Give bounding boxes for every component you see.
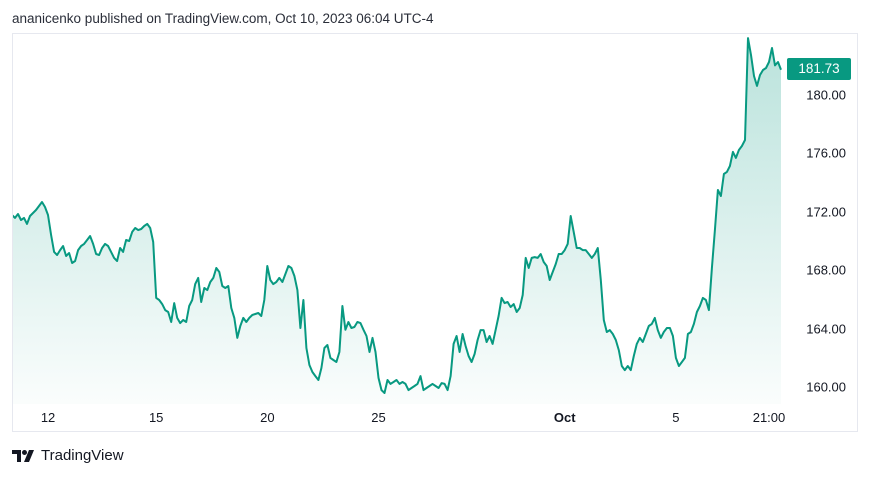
chart-frame (12, 33, 858, 432)
price-line (13, 37, 782, 394)
last-price-label: 181.73 (787, 58, 851, 80)
y-tick-label: 160.00 (806, 379, 846, 395)
y-tick-label: 176.00 (806, 145, 846, 161)
attribution-text: ananicenko published on TradingView.com,… (12, 11, 434, 26)
x-tick-label: 12 (40, 410, 56, 425)
x-tick-label: 25 (371, 410, 386, 425)
x-tick-label: 15 (148, 410, 164, 425)
y-tick-label: 172.00 (806, 204, 846, 220)
tradingview-logo[interactable]: TradingView (12, 447, 124, 464)
price-area-fill (13, 38, 781, 404)
tradingview-logo-icon (12, 449, 34, 462)
x-tick-label: 5 (672, 410, 680, 425)
x-tick-label: 21:00 (752, 410, 786, 425)
y-tick-label: 164.00 (806, 321, 846, 337)
x-tick-label: 20 (260, 410, 275, 425)
y-tick-label: 168.00 (806, 262, 846, 278)
x-tick-label: Oct (553, 410, 576, 425)
y-tick-label: 180.00 (806, 87, 846, 103)
logo-text: TradingView (41, 447, 124, 464)
